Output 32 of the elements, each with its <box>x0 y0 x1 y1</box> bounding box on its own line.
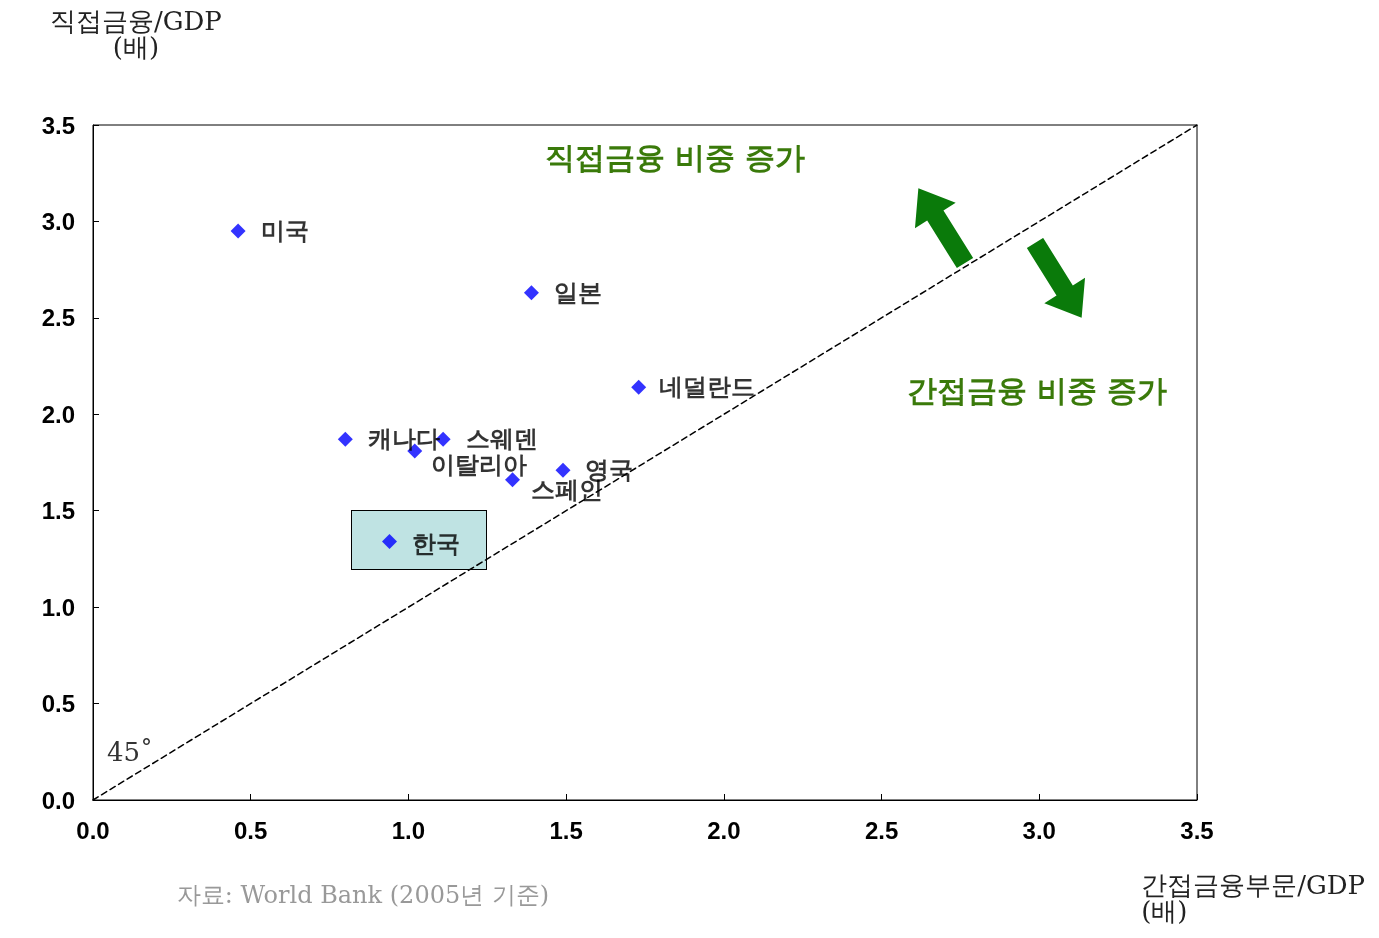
point <box>382 534 397 550</box>
y-tick-label: 3.5 <box>41 111 75 139</box>
x-tick-label: 3.0 <box>1022 816 1056 844</box>
y-tick-label: 1.5 <box>41 497 75 525</box>
annotation: 간접금융 비중 증가 <box>906 372 1168 408</box>
x-tick-label: 1.5 <box>549 816 583 844</box>
point <box>555 462 571 478</box>
y-tick-label: 1.0 <box>41 593 75 621</box>
x-tick-label: 1.0 <box>391 816 426 844</box>
y-tick-label: 2.5 <box>41 304 75 332</box>
x-tick-label: 2.5 <box>864 816 899 844</box>
annotation: 직접금융 비중 증가 <box>544 139 806 175</box>
y-axis-title: 직접금융/GDP (배) <box>50 6 222 62</box>
x-tick-label: 0.5 <box>234 816 268 844</box>
y-tick-label: 2.0 <box>41 400 75 428</box>
point <box>337 431 353 447</box>
text: 자료: World Bank (2005년 기준) <box>176 881 550 909</box>
x-axis-title: 간접금융부문/GDP (배) <box>1141 870 1366 926</box>
series-label: 네덜란드 <box>659 373 756 402</box>
point <box>523 285 539 301</box>
x-tick-label: 0.0 <box>76 816 110 844</box>
x-tick-label: 2.0 <box>707 816 741 844</box>
series-label: 일본 <box>553 278 602 307</box>
y-tick-label: 3.0 <box>41 207 75 235</box>
series-label: 미국 <box>260 217 309 246</box>
x-tick-label: 3.5 <box>1180 816 1214 844</box>
annotation: 45˚ <box>106 737 154 767</box>
point <box>230 223 246 239</box>
y-tick-label: 0.5 <box>41 690 75 718</box>
y-tick-label: 0.0 <box>41 786 75 814</box>
point <box>631 379 647 395</box>
series-label: 한국 <box>412 529 460 558</box>
